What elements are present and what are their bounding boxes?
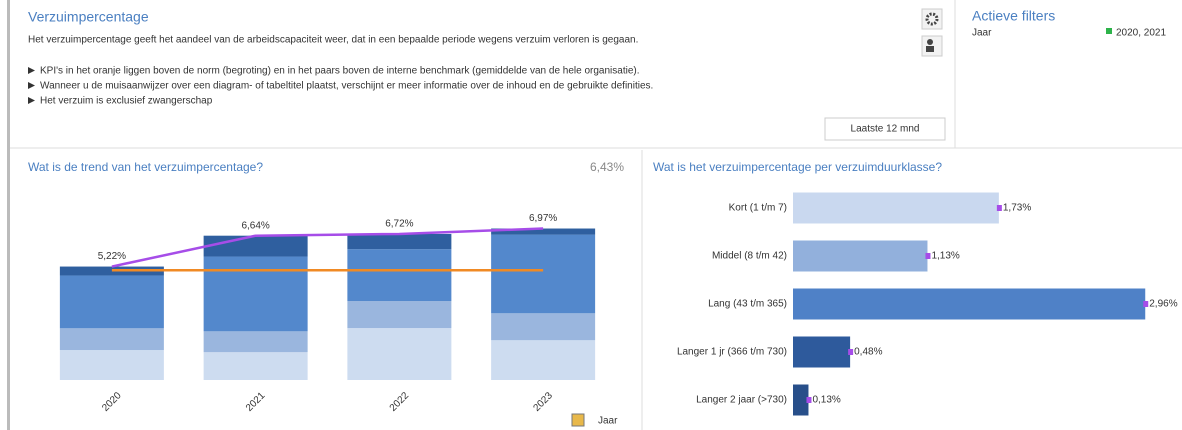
bar-segment [203, 331, 308, 353]
user-button[interactable] [921, 35, 943, 57]
bar-segment [491, 234, 596, 314]
data-label: 0,13% [812, 395, 840, 406]
bar [793, 336, 851, 368]
data-label: 6,64% [241, 220, 269, 231]
chart-annotation: 6,43% [590, 160, 624, 174]
filter-indicator [1106, 28, 1112, 34]
bar-segment [59, 350, 164, 380]
bar [793, 240, 928, 272]
chart-title: Wat is het verzuimpercentage per verzuim… [653, 160, 942, 174]
bullet-icon [28, 67, 35, 74]
bar-segment [59, 328, 164, 351]
y-tick-label: Langer 1 jr (366 t/m 730) [677, 347, 787, 358]
x-axis-label: Jaar [598, 416, 618, 427]
bar-segment [347, 328, 452, 380]
bullet-icon [28, 97, 35, 104]
bar-segment [203, 235, 308, 257]
bar [793, 192, 999, 224]
header-title: Verzuimpercentage [28, 9, 149, 25]
data-label: 6,72% [385, 219, 413, 230]
data-label: 0,48% [854, 347, 882, 358]
bar-segment [347, 301, 452, 329]
y-tick-label: Langer 2 jaar (>730) [696, 395, 787, 406]
axis-icon[interactable] [571, 413, 585, 427]
filter-label: Jaar [972, 28, 992, 39]
data-label: 1,13% [931, 251, 959, 262]
bar-segment [491, 340, 596, 380]
bar-segment [203, 256, 308, 332]
bullet: KPI's in het oranje liggen boven de norm… [40, 66, 640, 77]
bar-segment [347, 233, 452, 250]
data-label: 2,96% [1149, 299, 1177, 310]
y-tick-label: Kort (1 t/m 7) [729, 203, 787, 214]
user-icon [926, 46, 934, 52]
button-frame[interactable] [921, 8, 943, 30]
bar-end-marker [848, 349, 854, 355]
button-frame[interactable] [824, 117, 946, 141]
data-label: 5,22% [98, 251, 126, 262]
period-button[interactable]: Laatste 12 mnd [824, 117, 946, 141]
bar [793, 384, 809, 416]
description: Het verzuimpercentage geeft het aandeel … [28, 35, 638, 46]
bar-segment [491, 228, 596, 235]
bullets: KPI's in het oranje liggen boven de norm… [28, 66, 653, 107]
filters-title: Actieve filters [972, 8, 1055, 24]
y-tick-label: Lang (43 t/m 365) [708, 299, 787, 310]
settings-button[interactable] [921, 8, 943, 30]
gear-icon [925, 12, 939, 26]
data-label: 6,97% [529, 213, 557, 224]
bar-end-marker [1143, 301, 1149, 307]
user-icon [927, 39, 933, 45]
bar-segment [59, 275, 164, 329]
filter-value: 2020, 2021 [1116, 28, 1166, 39]
bar [793, 288, 1146, 320]
data-label: 1,73% [1003, 203, 1031, 214]
bullet: Het verzuim is exclusief zwangerschap [40, 96, 213, 107]
bar-segment [347, 249, 452, 302]
bar-end-marker [996, 205, 1002, 211]
left-border [7, 0, 10, 430]
y-tick-label: Middel (8 t/m 42) [712, 251, 787, 262]
total-line [111, 227, 544, 268]
bar-end-marker [806, 397, 812, 403]
bullet-icon [28, 82, 35, 89]
chart-title: Wat is de trend van het verzuimpercentag… [28, 160, 263, 174]
bar-segment [491, 313, 596, 341]
bar-segment [203, 352, 308, 380]
bullet: Wanneer u de muisaanwijzer over een diag… [40, 81, 653, 92]
button-label[interactable]: Laatste 12 mnd [851, 124, 920, 135]
bar-end-marker [925, 253, 931, 259]
